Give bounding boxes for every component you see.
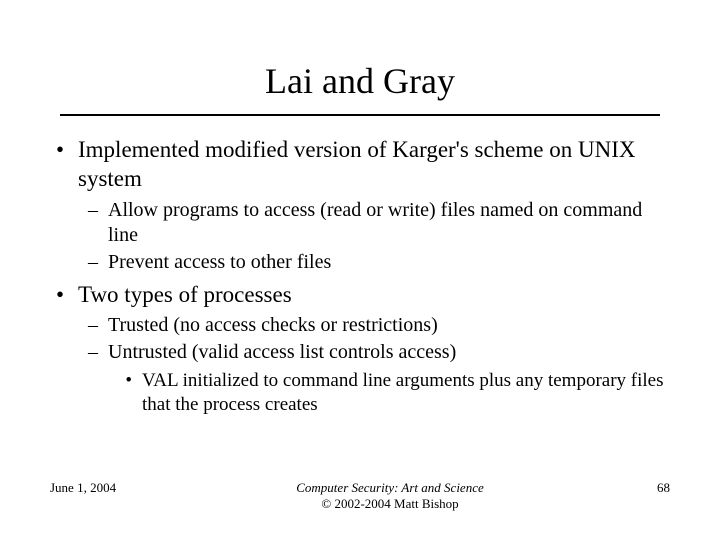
bullet-icon: •: [50, 369, 142, 417]
list-item: – Allow programs to access (read or writ…: [50, 198, 670, 248]
list-item: – Untrusted (valid access list controls …: [50, 340, 670, 365]
dash-icon: –: [50, 340, 108, 365]
subsub-list: • VAL initialized to command line argume…: [50, 369, 670, 417]
list-item: – Trusted (no access checks or restricti…: [50, 313, 670, 338]
sub-list: – Trusted (no access checks or restricti…: [50, 313, 670, 365]
list-item: • VAL initialized to command line argume…: [50, 369, 670, 417]
footer: June 1, 2004 Computer Security: Art and …: [50, 480, 670, 512]
list-item: • Implemented modified version of Karger…: [50, 136, 670, 275]
slide-title: Lai and Gray: [50, 60, 670, 102]
footer-center: Computer Security: Art and Science © 200…: [170, 480, 610, 512]
list-item: – Prevent access to other files: [50, 250, 670, 275]
footer-page: 68: [610, 480, 670, 496]
dash-icon: –: [50, 313, 108, 338]
footer-copyright: © 2002-2004 Matt Bishop: [170, 496, 610, 512]
slide: Lai and Gray • Implemented modified vers…: [0, 0, 720, 540]
bullet-text: Two types of processes: [78, 281, 670, 310]
subsub-text: VAL initialized to command line argument…: [142, 369, 670, 417]
bullet-icon: •: [50, 281, 78, 310]
bullet-list: • Implemented modified version of Karger…: [50, 136, 670, 417]
sub-text: Allow programs to access (read or write)…: [108, 198, 670, 248]
bullet-icon: •: [50, 136, 78, 194]
sub-text: Untrusted (valid access list controls ac…: [108, 340, 670, 365]
sub-text: Trusted (no access checks or restriction…: [108, 313, 670, 338]
sub-list: – Allow programs to access (read or writ…: [50, 198, 670, 275]
list-item: • Two types of processes – Trusted (no a…: [50, 281, 670, 417]
dash-icon: –: [50, 250, 108, 275]
bullet-text: Implemented modified version of Karger's…: [78, 136, 670, 194]
footer-date: June 1, 2004: [50, 480, 170, 496]
slide-content: • Implemented modified version of Karger…: [50, 136, 670, 417]
sub-text: Prevent access to other files: [108, 250, 670, 275]
footer-title: Computer Security: Art and Science: [170, 480, 610, 496]
dash-icon: –: [50, 198, 108, 248]
title-rule: [60, 114, 660, 116]
